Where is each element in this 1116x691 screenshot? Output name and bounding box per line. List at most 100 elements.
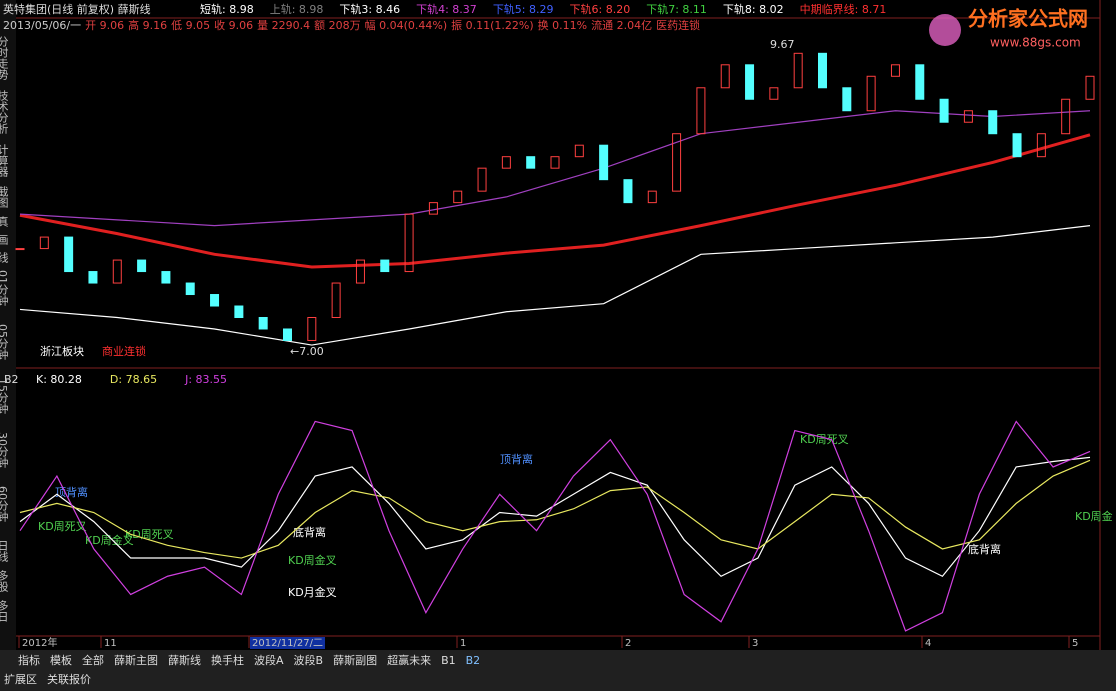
candle [161,271,171,284]
sidebar-button[interactable]: 05分钟 [0,324,9,361]
sidebar-button[interactable]: 画 [0,234,9,245]
candle [842,87,852,112]
sidebar-button[interactable]: 计算器 [0,144,9,178]
tab-bar [0,650,1116,691]
date-label: 4 [925,638,931,649]
sidebar-button[interactable]: 多股 [0,569,9,593]
indicator: 短轨: 8.98 [200,2,254,16]
low-label: ←7.00 [290,345,324,358]
band-line [19,110,1091,227]
tab[interactable]: 关联报价 [47,672,91,686]
quote-info: 额 208万 [314,19,361,32]
candle [818,52,827,89]
annotation: KD周金叉 [288,553,337,567]
tab[interactable]: 全部 [82,653,104,667]
quote-info: 开 9.06 [85,19,124,32]
annotation: KD月金叉 [288,585,337,599]
candle [1012,133,1022,158]
tab[interactable]: 波段B [294,653,324,667]
sidebar-button[interactable]: 线 [0,251,9,263]
candle [696,87,706,135]
tab[interactable]: 薛斯副图 [333,654,377,667]
candle [745,64,755,100]
candle [477,167,487,192]
sidebar-button[interactable]: 30分钟 [0,432,9,469]
candle [501,156,511,169]
candle [1036,133,1046,158]
date-label: 5 [1072,638,1078,649]
candle [185,282,195,296]
band-line [19,133,1091,269]
candle [15,248,25,251]
candle [672,133,682,192]
logo-icon [929,14,961,46]
band-line [19,225,1091,346]
sidebar-bg [0,0,16,650]
tab[interactable]: 超赢未来 [387,653,431,667]
kdj-name: B2 [4,373,19,386]
sidebar-button[interactable]: 日线 [0,540,9,562]
annotation: 顶背离 [500,452,533,466]
date-label: 2012/11/27/二 [252,638,323,649]
tab[interactable]: B1 [441,654,456,667]
sidebar-button[interactable]: 60分钟 [0,486,9,523]
tab[interactable]: 薛斯主图 [114,654,158,667]
tab[interactable]: 波段A [254,653,284,667]
candle [550,156,560,169]
quote-info: 低 9.05 [171,19,210,32]
quote-info: 流通 2.04亿 [591,18,652,32]
sidebar-button[interactable]: 截图 [0,185,9,209]
candle [769,87,779,100]
date-label: 11 [104,638,117,649]
candle [112,259,122,284]
candle [137,259,147,273]
indicator: 下轨6: 8.20 [570,2,631,16]
legend: D: 78.65 [110,373,157,386]
tab[interactable]: 扩展区 [4,672,37,686]
candle [258,317,268,330]
sidebar-button[interactable]: 真 [0,215,9,228]
date-label: 1 [460,638,466,649]
quote-info: 医药连锁 [656,18,700,32]
quote-info: 高 9.16 [128,18,167,32]
candle [599,144,609,181]
tab[interactable]: 指标 [18,653,40,667]
sidebar-button[interactable]: 技术分析 [0,90,9,135]
sidebar-button[interactable]: 15分钟 [0,378,9,415]
quote-info: 振 0.11(1.22%) [451,18,534,32]
candle [39,236,49,250]
kdj-line [19,459,1091,559]
tab[interactable]: B2 [466,654,481,667]
quote-info: 换 0.11% [538,18,587,32]
sidebar-button[interactable]: 多日 [0,599,9,622]
candle [428,202,438,215]
candle [1061,98,1071,135]
quote-info: 2013/05/06/一 [3,19,81,32]
annotation: KD周金 [1075,509,1113,523]
candle [939,98,949,123]
sector-label: 商业连锁 [102,344,146,358]
annotation: KD周死叉 [125,528,174,541]
candle [793,52,803,89]
sidebar-button[interactable]: 01分钟 [0,270,9,307]
candle [647,190,657,204]
candle [915,64,925,100]
legend: K: 80.28 [36,373,82,386]
candle [988,110,998,135]
title: 英特集团(日线 前复权) 薛斯线 [3,2,151,16]
tab[interactable]: 薛斯线 [168,653,201,667]
candle [210,294,220,307]
candle [526,156,536,169]
candle [963,110,973,123]
candle [453,190,463,204]
candle [623,179,633,204]
tab[interactable]: 模板 [50,653,72,667]
tab[interactable]: 换手柱 [211,653,244,667]
annotation: KD周死叉 [38,520,87,533]
indicator: 下轨8: 8.02 [723,2,784,16]
indicator: 下轨7: 8.11 [646,2,707,16]
indicator: 下轨4: 8.37 [416,2,477,16]
candle [720,64,730,89]
sidebar-button[interactable]: 分时走势 [0,36,9,80]
